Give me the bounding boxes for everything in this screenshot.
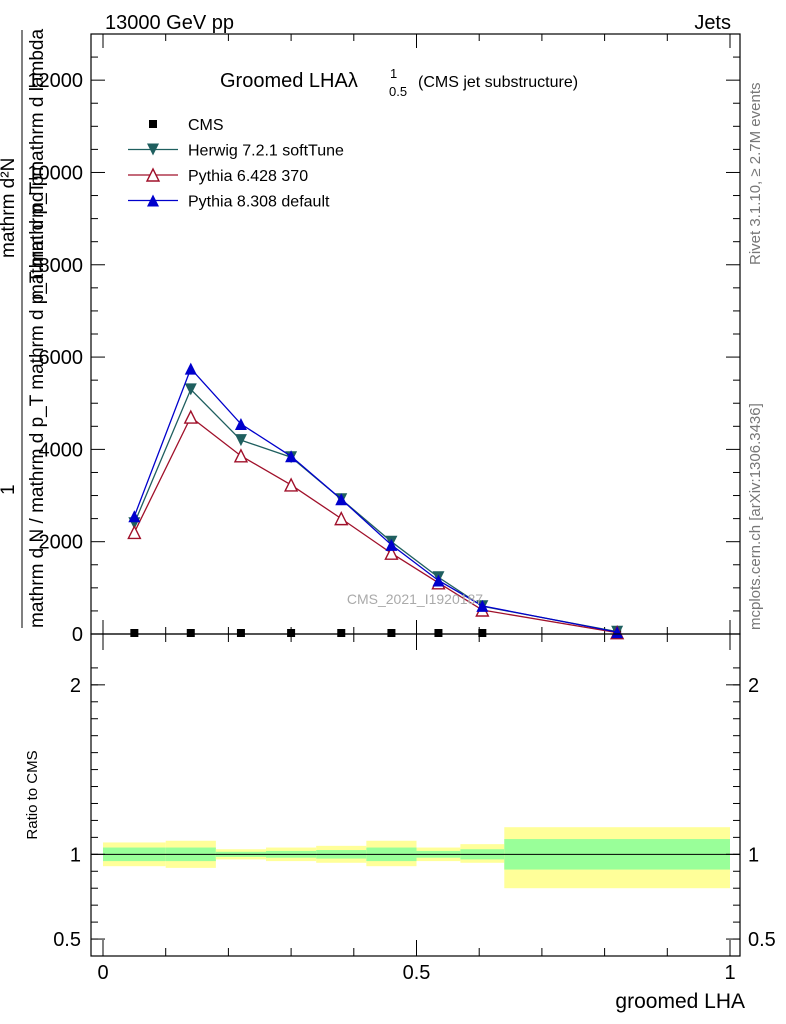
data-point: [335, 493, 348, 506]
main-plot-panel: 0 2000 4000 6000 8000 10000 12000 Groomed LHAλ…: [0, 29, 741, 646]
x-tick-label: 0: [97, 962, 108, 984]
data-point: [234, 434, 247, 447]
legend-entry: Pythia 6.428 370: [128, 167, 308, 185]
ratio-y-tick-label: 1: [70, 844, 81, 866]
main-plot-ticks: 0 2000 4000 6000 8000 10000 12000: [27, 34, 740, 646]
x-tick-label: 0.5: [403, 962, 431, 984]
data-point: [385, 538, 398, 551]
ratio-y-tick-label-right: 0.5: [748, 929, 776, 951]
legend-label: Herwig 7.2.1 softTune: [188, 143, 344, 160]
legend-marker: [149, 120, 157, 128]
data-point: [186, 629, 195, 637]
ratio-ylabel: Ratio to CMS: [24, 750, 41, 839]
ratio-y-tick-label: 2: [70, 675, 81, 697]
series-3: [128, 362, 624, 639]
chart-title-sub: 0.5: [389, 84, 407, 99]
y-tick-label: 8000: [39, 255, 84, 277]
legend-label: CMS: [188, 117, 224, 134]
data-point: [234, 418, 247, 430]
ratio-plot-ticks: 0.5 0.5 1 1 2 2 0 0.5 1: [53, 634, 776, 984]
ylabel-line-4: 1: [0, 484, 19, 495]
chart-title: Groomed LHAλ: [220, 70, 358, 92]
header-right: Jets: [694, 12, 731, 34]
legend-entry: Pythia 8.308 default: [128, 194, 330, 211]
x-axis-label: groomed LHA: [615, 990, 745, 1013]
legend-label: Pythia 6.428 370: [188, 168, 308, 185]
ratio-plot-panel: 0.5 0.5 1 1 2 2 0 0.5 1 Ratio to CMS groomed LHA: [24, 633, 776, 1013]
y-tick-label: 10000: [27, 162, 83, 184]
ylabel-line-2: mathrm d p_T mathrm d lambda: [27, 29, 48, 300]
data-point: [127, 524, 142, 540]
legend-marker: [147, 143, 159, 156]
data-point: [128, 510, 141, 523]
mcplots-label: mcplots.cern.ch [arXiv:1306.3436]: [747, 403, 764, 630]
y-tick-label: 12000: [27, 70, 83, 92]
data-point: [184, 362, 197, 375]
ylabel-line-1: mathrm d²N: [0, 158, 19, 258]
rivet-label: Rivet 3.1.10, ≥ 2.7M events: [747, 83, 764, 266]
data-point: [434, 629, 443, 637]
ratio-y-tick-label-right: 2: [748, 675, 759, 697]
y-tick-label: 4000: [39, 439, 84, 461]
data-point: [285, 450, 298, 463]
data-point: [287, 629, 296, 637]
ratio-bands-layer: [103, 827, 730, 889]
data-point: [476, 599, 489, 612]
ratio-y-tick-label: 0.5: [53, 929, 81, 951]
data-point: [387, 629, 396, 637]
data-point: [283, 477, 299, 492]
main-plot-series: [127, 362, 625, 640]
chart-title-sup: 1: [390, 66, 397, 81]
y-tick-label: 6000: [39, 347, 84, 369]
y-tick-label: 2000: [39, 532, 84, 554]
data-point: [384, 545, 399, 560]
data-point: [233, 448, 249, 463]
data-point: [337, 629, 346, 637]
x-tick-label: 1: [724, 962, 735, 984]
chart-title-note: (CMS jet substructure): [418, 74, 578, 91]
data-point: [183, 409, 198, 424]
legend-entry: CMS: [149, 117, 224, 134]
data-point: [611, 626, 624, 639]
data-point: [478, 629, 487, 637]
legend: CMS Herwig 7.2.1 softTune Pythia 6.428 370…: [128, 117, 344, 211]
data-point: [130, 629, 139, 637]
ylabel-line-3: mathrm d N / mathrm d p_T mathrm d p_T m…: [27, 176, 48, 628]
ratio-y-tick-label-right: 1: [748, 844, 759, 866]
y-tick-label: 0: [72, 624, 83, 646]
data-point: [432, 574, 445, 587]
y-axis-label: mathrm d²N mathrm d p_T mathrm d lambda …: [0, 29, 48, 628]
legend-entry: Herwig 7.2.1 softTune: [128, 143, 344, 160]
watermark: CMS_2021_I1920187: [347, 591, 483, 607]
data-point: [236, 629, 245, 637]
legend-label: Pythia 8.308 default: [188, 194, 330, 211]
ratio-plot-frame: [90, 633, 741, 957]
header-left: 13000 GeV pp: [105, 12, 234, 34]
legend-marker: [145, 167, 161, 182]
data-point: [184, 383, 197, 396]
series-0: [130, 629, 622, 637]
data-point: [334, 511, 349, 526]
legend-marker: [147, 194, 159, 207]
